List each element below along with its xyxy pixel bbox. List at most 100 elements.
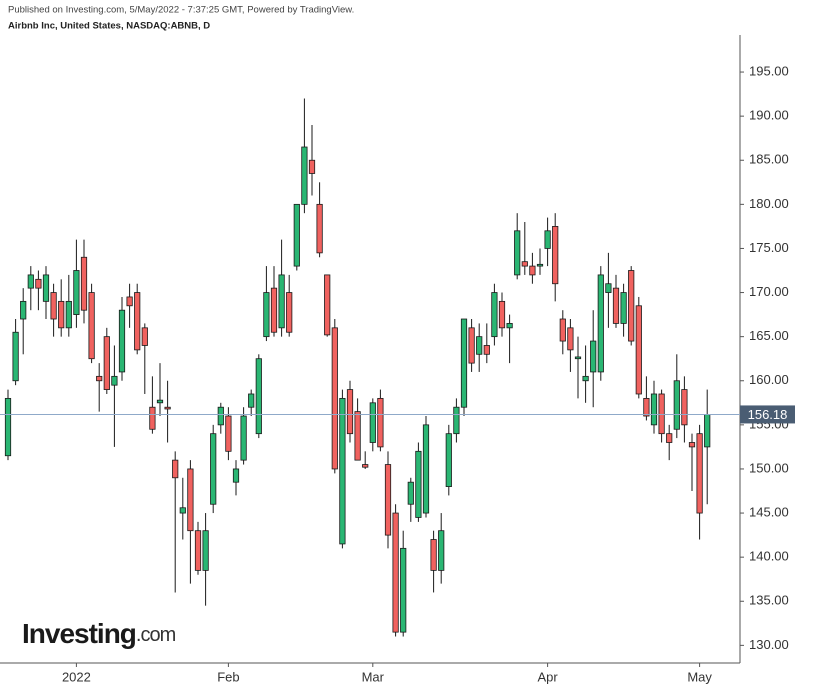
candle-body — [149, 406, 156, 430]
y-tick-label: 145.00 — [749, 504, 789, 519]
candle-body — [491, 292, 498, 338]
candle-body — [65, 300, 72, 329]
candle-body — [567, 327, 574, 351]
candle-body — [301, 146, 308, 205]
candle-body — [210, 433, 217, 505]
candle-body — [643, 397, 650, 417]
candle-body — [422, 424, 430, 514]
candle-body — [476, 336, 483, 355]
candle-body — [628, 270, 635, 342]
candle-body — [362, 464, 369, 468]
watermark-logo: Investing.com — [22, 618, 176, 649]
candle-body — [354, 411, 361, 461]
candle-body — [384, 464, 392, 536]
candle-body — [339, 397, 346, 545]
candle-body — [27, 274, 34, 289]
candle-body — [255, 358, 262, 435]
candle-body — [96, 375, 103, 382]
candle-body — [536, 263, 544, 267]
candle-body — [248, 393, 255, 408]
candle-body — [612, 287, 620, 324]
candle-body — [498, 300, 506, 329]
candle-body — [552, 225, 559, 285]
y-tick-label: 150.00 — [749, 460, 789, 475]
candle-body — [514, 230, 521, 276]
candle-body — [4, 397, 12, 457]
candle-body — [179, 507, 186, 514]
candle-body — [141, 327, 148, 346]
candle-body — [483, 345, 490, 355]
watermark-main: Investing — [22, 618, 136, 649]
candle-body — [232, 468, 240, 483]
candle-body — [324, 274, 331, 336]
candle-body — [118, 309, 126, 373]
candle-body — [590, 340, 597, 373]
y-tick-label: 130.00 — [749, 637, 789, 652]
y-tick-label: 175.00 — [749, 240, 789, 255]
candle-body — [635, 305, 642, 395]
y-tick-label: 185.00 — [749, 152, 789, 167]
watermark-suffix: .com — [136, 624, 176, 646]
candle-body — [688, 442, 696, 448]
candle-body — [574, 356, 582, 360]
last-price-box — [740, 405, 795, 424]
candle-body — [407, 481, 414, 505]
y-tick-label: 165.00 — [749, 328, 789, 343]
candle-body — [80, 256, 88, 311]
candle-body — [20, 300, 27, 320]
candle-body — [438, 530, 445, 571]
candle-body — [111, 375, 118, 386]
last-price-label: 156.18 — [748, 407, 788, 422]
candle-body — [316, 203, 323, 254]
candle-body — [400, 547, 407, 633]
y-tick-label: 180.00 — [749, 196, 789, 211]
candle-body — [445, 433, 452, 487]
candle-body — [103, 336, 110, 390]
candle-body — [35, 278, 42, 289]
x-tick-label: Feb — [217, 669, 239, 684]
candle-body — [377, 397, 384, 448]
candle-body — [73, 270, 80, 316]
candle-body — [529, 265, 536, 276]
candle-body — [217, 406, 224, 426]
candle-body — [134, 292, 141, 351]
candle-body — [696, 433, 703, 514]
candle-body — [293, 203, 300, 267]
header-note: Published on Investing.com, 5/May/2022 -… — [8, 5, 354, 16]
candle-body — [521, 261, 528, 267]
candle-body — [278, 274, 285, 329]
candle-body — [126, 296, 133, 307]
y-tick-label: 160.00 — [749, 372, 789, 387]
candle-body — [453, 406, 460, 435]
candle-body — [187, 468, 194, 532]
candle-body — [506, 323, 513, 329]
candle-body — [681, 389, 688, 426]
x-tick-label: Mar — [362, 669, 385, 684]
candle-body — [582, 375, 589, 382]
candle-body — [650, 393, 658, 426]
candle-body — [666, 433, 673, 443]
x-tick-label: Apr — [537, 669, 558, 684]
candle-body — [225, 415, 232, 452]
y-tick-label: 190.00 — [749, 108, 789, 123]
candle-body — [172, 459, 179, 479]
candle-body — [308, 159, 316, 174]
x-tick-label: May — [687, 669, 712, 684]
y-tick-label: 170.00 — [749, 284, 789, 299]
candle-body — [605, 283, 612, 293]
candle-body — [468, 327, 475, 364]
y-tick-label: 195.00 — [749, 63, 789, 78]
candle-body — [286, 292, 293, 333]
candle-body — [164, 406, 171, 410]
candle-body — [392, 512, 399, 633]
x-tick-label: 2022 — [62, 669, 91, 684]
candle-body — [658, 393, 665, 435]
candle-body — [597, 274, 604, 373]
chart-title: Airbnb Inc, United States, NASDAQ:ABNB, … — [8, 21, 210, 32]
candle-body — [156, 399, 164, 404]
candle-body — [460, 318, 468, 408]
candle-body — [194, 530, 202, 571]
candle-body — [12, 331, 19, 382]
candle-body — [369, 402, 376, 443]
